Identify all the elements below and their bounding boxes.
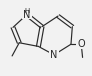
Bar (22, 10, 32, 19)
Text: N: N (50, 50, 58, 60)
Bar (49, 50, 59, 60)
Text: N: N (23, 10, 31, 20)
Bar (76, 39, 86, 49)
Text: H: H (24, 8, 29, 14)
Text: O: O (77, 39, 85, 49)
